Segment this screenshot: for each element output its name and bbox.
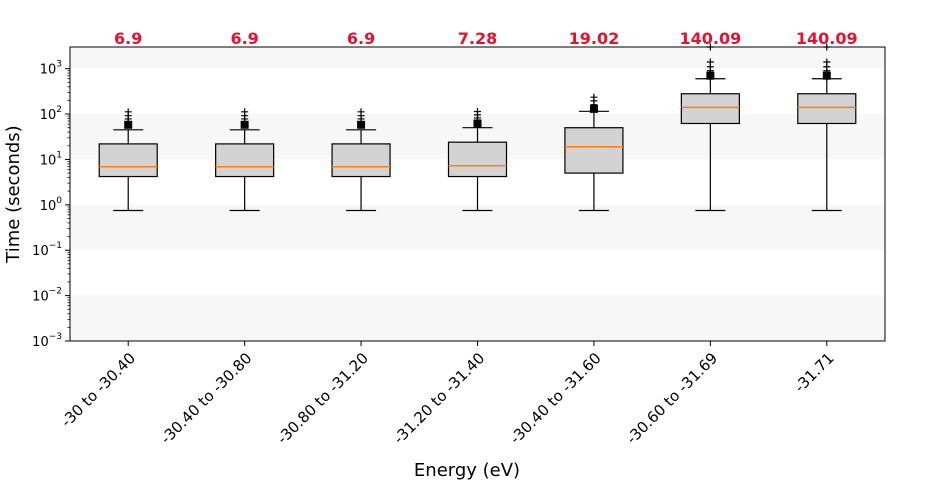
mean-marker	[822, 71, 831, 80]
flier-point	[823, 58, 831, 66]
x-axis-label: Energy (eV)	[414, 460, 520, 481]
background-band	[70, 295, 885, 341]
flier-point	[706, 58, 714, 66]
flier-point	[357, 108, 365, 116]
box-iqr	[447, 141, 508, 178]
x-tick-label: -30.40 to -31.60	[506, 349, 605, 448]
mean-marker	[473, 119, 482, 128]
flier-point	[241, 108, 249, 116]
box-iqr	[215, 143, 275, 178]
background-band	[70, 204, 885, 251]
y-tick-label: 10−2	[32, 287, 62, 305]
box-iqr	[98, 143, 158, 178]
mean-marker	[124, 120, 133, 129]
box-iqr	[331, 143, 391, 178]
x-tick-label: -31.20 to -31.40	[390, 349, 489, 448]
x-tick-label: -31.71	[791, 349, 838, 396]
top-value-label: 7.28	[458, 29, 497, 48]
plot-frame	[69, 46, 886, 342]
x-tick-label: -30.80 to -31.20	[273, 349, 372, 448]
y-tick-label: 10−1	[32, 241, 62, 259]
mean-marker	[357, 120, 366, 129]
mean-marker	[589, 104, 598, 113]
y-tick-label: 101	[40, 150, 62, 168]
y-axis-label: Time (seconds)	[3, 125, 24, 263]
flier-point	[590, 93, 598, 101]
x-tick-label: -30 to -30.40	[57, 349, 139, 431]
box-iqr	[797, 93, 857, 125]
top-value-label: 6.9	[347, 29, 375, 48]
mean-marker	[706, 71, 715, 80]
top-value-label: 140.09	[796, 29, 858, 48]
top-value-label: 6.9	[114, 29, 142, 48]
background-band	[70, 47, 885, 69]
y-tick-label: 102	[40, 105, 62, 123]
top-value-label: 19.02	[569, 29, 620, 48]
background-band	[70, 250, 885, 296]
top-value-label: 140.09	[679, 29, 741, 48]
y-tick-label: 10−3	[32, 332, 62, 350]
flier-point	[474, 107, 481, 115]
y-tick-label: 103	[40, 60, 62, 78]
top-value-label: 6.9	[230, 29, 258, 48]
x-tick-label: -30.40 to -30.80	[157, 349, 256, 448]
axis-ticks: 10−3 10−2 10−1 100 101 102 103	[32, 60, 70, 350]
x-tick-label: -30.60 to -31.69	[623, 349, 722, 448]
y-tick-label: 100	[40, 196, 63, 214]
mean-marker	[240, 120, 249, 129]
box-iqr	[564, 127, 624, 174]
flier-point	[124, 108, 132, 116]
box-iqr	[680, 93, 740, 125]
background-band	[70, 68, 885, 115]
